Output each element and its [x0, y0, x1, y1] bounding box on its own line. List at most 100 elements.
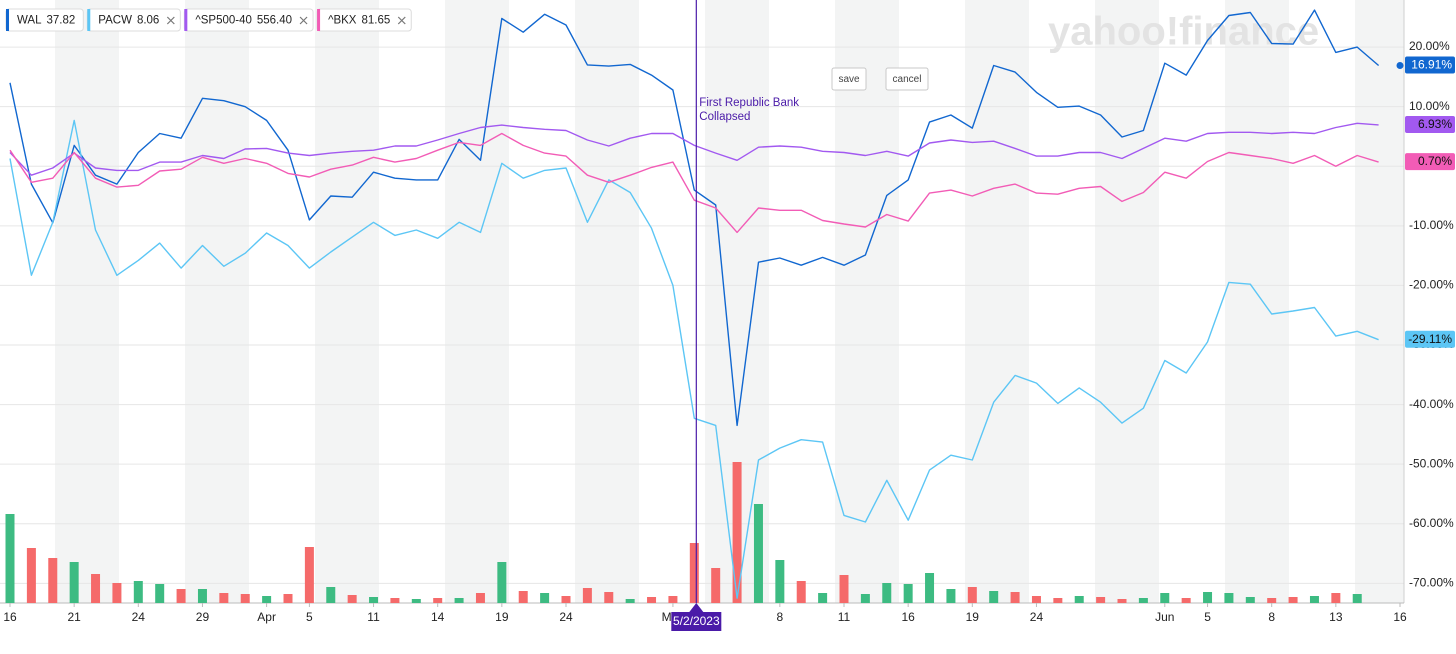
volume-bar: [753, 504, 763, 603]
legend-swatch: [317, 9, 321, 31]
legend-close[interactable]: [166, 16, 175, 25]
x-tick-label: 16: [1393, 610, 1407, 624]
volume-bar: [219, 593, 229, 603]
week-band: [965, 0, 1029, 603]
volume-bar: [1331, 593, 1341, 603]
week-band: [445, 0, 509, 603]
volume-bar: [1267, 598, 1277, 603]
week-band: [55, 0, 119, 603]
volume-bar: [69, 562, 79, 603]
x-tick-label: 11: [838, 610, 851, 624]
legend-price: 37.82: [47, 15, 76, 27]
legend-swatch: [6, 9, 9, 31]
volume-bar: [1224, 593, 1234, 603]
legend-chip[interactable]: WAL 37.82: [5, 8, 84, 32]
button[interactable]: [831, 67, 867, 91]
legend-chip[interactable]: PACW 8.06: [86, 8, 181, 32]
end-badge: [1405, 330, 1455, 348]
y-tick-label: -20.00%: [1409, 278, 1454, 292]
legend-chip[interactable]: ^BKX 81.65: [316, 8, 412, 32]
volume-bar: [26, 548, 36, 603]
volume-bar: [390, 598, 400, 603]
volume-bar: [475, 593, 485, 603]
button-label[interactable]: cancel: [893, 74, 922, 85]
annotation-text: Collapsed: [699, 111, 750, 123]
legend-price: 81.65: [361, 15, 390, 27]
volume-bar: [326, 587, 336, 603]
week-band: [1225, 0, 1289, 603]
volume-bar: [925, 573, 935, 603]
legend-name: WAL: [17, 15, 42, 27]
x-tick-label: 16: [3, 610, 17, 624]
volume-bar: [1181, 598, 1191, 603]
end-badge: [1405, 56, 1455, 74]
volume-bar: [561, 596, 571, 603]
volume-bar: [304, 547, 314, 603]
volume-bar: [176, 589, 186, 603]
date-marker: [689, 603, 704, 612]
x-tick-label: 11: [367, 610, 380, 624]
end-badge: [1405, 153, 1455, 171]
end-label: -29.11%: [1408, 332, 1452, 346]
volume-bar: [582, 588, 592, 603]
week-bands: [55, 0, 1404, 603]
volume-bar: [1074, 596, 1084, 603]
volume-bar: [369, 597, 379, 603]
volume-bar: [133, 581, 143, 603]
legend-close[interactable]: [397, 16, 406, 25]
legend-name: PACW: [98, 15, 132, 27]
legend-price: 8.06: [137, 15, 159, 27]
volume-bar: [240, 594, 250, 603]
volume-bar: [197, 589, 207, 603]
volume-bar: [433, 598, 443, 603]
watermark: yahoo!finance: [1048, 10, 1319, 54]
legend-chip[interactable]: ^SP500-40 556.40: [183, 8, 314, 32]
legend-price: 556.40: [257, 15, 292, 27]
volume-bar: [518, 591, 528, 603]
week-band: [1355, 0, 1404, 603]
x-tick-label: 29: [196, 610, 210, 624]
volume-bar: [540, 593, 550, 603]
x-tick-label: 19: [495, 610, 509, 624]
volume-bar: [1203, 592, 1213, 603]
week-band: [575, 0, 639, 603]
end-badge: [1405, 115, 1455, 133]
button[interactable]: [885, 67, 929, 91]
x-tick-label: Apr: [257, 610, 276, 624]
series-line: [9, 122, 1379, 176]
y-tick-label: 10.00%: [1409, 99, 1450, 113]
x-tick-label: 21: [67, 610, 81, 624]
x-tick-label: 8: [777, 610, 784, 624]
volume-bar: [1053, 598, 1063, 603]
y-tick-label: -40.00%: [1409, 397, 1454, 411]
series-line: [9, 9, 1380, 427]
volume-bar: [1138, 598, 1148, 603]
x-tick-label: 5: [306, 610, 313, 624]
volume-bar: [155, 584, 165, 603]
volume-bar: [732, 462, 742, 603]
volume-bar: [1288, 597, 1298, 603]
volume-bar: [1160, 593, 1170, 603]
legend-close[interactable]: [299, 16, 308, 25]
volume-bar: [818, 593, 828, 603]
volume-bar: [689, 543, 699, 603]
date-badge: [671, 612, 722, 631]
date-label: 5/2/2023: [673, 614, 720, 628]
volume-bar: [839, 575, 849, 603]
volume-bar: [1352, 594, 1362, 603]
volume-bar: [668, 596, 678, 603]
button-label[interactable]: save: [838, 74, 860, 85]
y-tick-label: -70.00%: [1409, 576, 1454, 590]
week-band: [185, 0, 249, 603]
volume-bar: [262, 596, 272, 603]
volume-bar: [1309, 596, 1319, 603]
volume-bar: [967, 587, 977, 603]
legend-name: ^BKX: [328, 15, 357, 27]
x-tick-label: 8: [1268, 610, 1275, 624]
series-line: [9, 132, 1379, 234]
volume-bar: [1117, 599, 1127, 603]
volume-bar: [112, 583, 122, 603]
volume-bar: [283, 594, 293, 603]
x-tick-label: 14: [431, 610, 445, 624]
